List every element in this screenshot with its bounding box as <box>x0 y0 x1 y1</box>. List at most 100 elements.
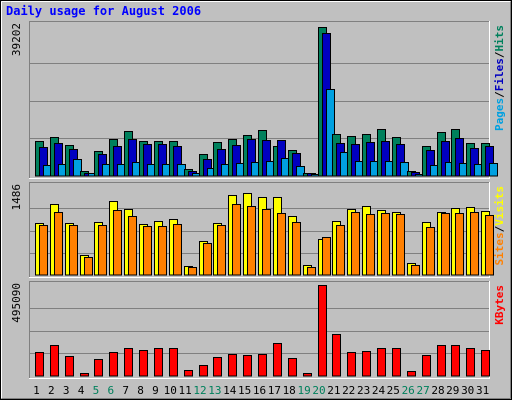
panel-visits: 1486 Sites/Visits <box>10 182 506 278</box>
bar-sites-day-20 <box>322 237 331 276</box>
bar-kbytes-day-23 <box>362 351 371 377</box>
bar-kbytes-day-7 <box>124 348 133 377</box>
bar-kbytes-day-2 <box>50 345 59 377</box>
bar-kbytes-day-20 <box>318 285 327 377</box>
x-tick-label-day-19: 19 <box>297 384 310 397</box>
bar-kbytes-day-11 <box>184 370 193 377</box>
x-tick-label-day-23: 23 <box>357 384 370 397</box>
x-tick-label-day-2: 2 <box>48 384 55 397</box>
bar-kbytes-day-29 <box>451 345 460 377</box>
bar-sites-day-12 <box>203 243 212 276</box>
bar-kbytes-day-16 <box>258 354 267 377</box>
x-tick-label-day-25: 25 <box>387 384 400 397</box>
bar-sites-day-14 <box>232 204 241 276</box>
x-tick-label-day-17: 17 <box>268 384 281 397</box>
bar-sites-day-17 <box>277 213 286 276</box>
x-tick-label-day-16: 16 <box>253 384 266 397</box>
x-tick-label-day-18: 18 <box>283 384 296 397</box>
bar-sites-day-23 <box>366 214 375 276</box>
bar-kbytes-day-18 <box>288 358 297 377</box>
bar-kbytes-day-4 <box>80 373 89 377</box>
bar-kbytes-day-1 <box>35 352 44 377</box>
bar-kbytes-day-17 <box>273 343 282 377</box>
bar-sites-day-8 <box>143 226 152 276</box>
bar-kbytes-day-22 <box>347 352 356 377</box>
bar-kbytes-day-9 <box>154 348 163 377</box>
bar-kbytes-day-21 <box>332 334 341 377</box>
bar-kbytes-day-14 <box>228 354 237 377</box>
bar-sites-day-15 <box>247 206 256 276</box>
x-tick-label-day-27: 27 <box>416 384 429 397</box>
x-tick-label-day-7: 7 <box>122 384 129 397</box>
x-tick-label-day-20: 20 <box>312 384 325 397</box>
legend-separator: / <box>493 225 506 232</box>
x-tick-label-day-11: 11 <box>178 384 191 397</box>
bar-pages-day-31 <box>489 163 498 177</box>
bar-sites-day-1 <box>39 225 48 276</box>
bar-pages-day-3 <box>73 159 82 177</box>
legend-hits: Pages/Files/Hits <box>493 25 506 131</box>
bar-sites-day-2 <box>54 212 63 276</box>
bar-sites-day-11 <box>188 267 197 276</box>
legend-entry-kbytes: KBytes <box>493 285 506 325</box>
y-max-label-kbytes: 495090 <box>10 283 23 323</box>
bar-sites-day-6 <box>113 210 122 276</box>
legend-separator: / <box>493 51 506 58</box>
bar-sites-day-26 <box>411 265 420 276</box>
x-tick-label-day-31: 31 <box>476 384 489 397</box>
x-tick-label-day-8: 8 <box>137 384 144 397</box>
bar-kbytes-day-24 <box>377 348 386 377</box>
x-tick-label-day-13: 13 <box>208 384 221 397</box>
bar-kbytes-day-6 <box>109 352 118 377</box>
bar-sites-day-25 <box>396 214 405 276</box>
legend-entry-files: Files <box>493 58 506 91</box>
legend-entry-sites: Sites <box>493 232 506 265</box>
bar-sites-day-28 <box>441 213 450 276</box>
bar-kbytes-day-8 <box>139 350 148 377</box>
bar-kbytes-day-19 <box>303 373 312 377</box>
legend-visits: Sites/Visits <box>493 186 506 266</box>
bar-kbytes-day-3 <box>65 356 74 377</box>
bar-sites-day-9 <box>158 226 167 276</box>
bar-sites-day-19 <box>307 267 316 276</box>
x-tick-label-day-21: 21 <box>327 384 340 397</box>
bar-kbytes-day-30 <box>466 348 475 377</box>
bar-kbytes-day-26 <box>407 371 416 377</box>
bar-kbytes-day-5 <box>94 359 103 377</box>
legend-entry-hits: Hits <box>493 25 506 52</box>
x-tick-label-day-4: 4 <box>78 384 85 397</box>
bar-kbytes-day-13 <box>213 357 222 377</box>
bar-sites-day-13 <box>217 225 226 276</box>
x-tick-label-day-9: 9 <box>152 384 159 397</box>
bar-sites-day-21 <box>336 225 345 276</box>
bar-sites-day-30 <box>470 212 479 276</box>
legend-entry-pages: Pages <box>493 98 506 131</box>
bar-sites-day-5 <box>98 225 107 276</box>
bar-kbytes-day-12 <box>199 365 208 377</box>
bar-sites-day-18 <box>292 222 301 276</box>
chart-title: Daily usage for August 2006 <box>6 4 201 18</box>
x-tick-label-day-24: 24 <box>372 384 386 397</box>
chart-panels: 39202Pages/Files/Hits1486Sites/Visits495… <box>10 21 506 379</box>
bar-kbytes-day-15 <box>243 355 252 377</box>
x-tick-label-day-30: 30 <box>461 384 474 397</box>
bar-sites-day-7 <box>128 216 137 276</box>
bar-kbytes-day-28 <box>437 345 446 377</box>
x-axis-labels: 1 2 3 4 5 6 7 8 9 10 11 12 13 14 15 16 17 18 19 20 21 22 23 24 2… <box>33 384 489 397</box>
x-tick-label-day-22: 22 <box>342 384 355 397</box>
bar-kbytes-day-31 <box>481 350 490 377</box>
x-tick-label-day-28: 28 <box>431 384 444 397</box>
bar-sites-day-27 <box>426 227 435 276</box>
bar-sites-day-24 <box>381 213 390 276</box>
x-tick-label-day-26: 26 <box>402 384 415 397</box>
legend-kbytes: KBytes <box>493 285 506 325</box>
x-tick-label-day-3: 3 <box>63 384 70 397</box>
x-tick-label-day-12: 12 <box>193 384 206 397</box>
y-max-label-hits: 39202 <box>10 23 23 56</box>
y-max-label-visits: 1486 <box>10 184 23 211</box>
bar-kbytes-day-10 <box>169 348 178 377</box>
x-tick-label-day-1: 1 <box>33 384 40 397</box>
legend-entry-visits: Visits <box>493 186 506 226</box>
